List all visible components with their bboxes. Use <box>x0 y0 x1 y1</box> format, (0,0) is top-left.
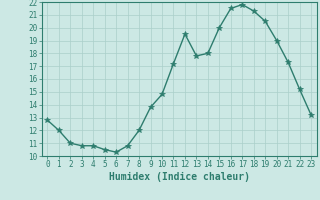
X-axis label: Humidex (Indice chaleur): Humidex (Indice chaleur) <box>109 172 250 182</box>
